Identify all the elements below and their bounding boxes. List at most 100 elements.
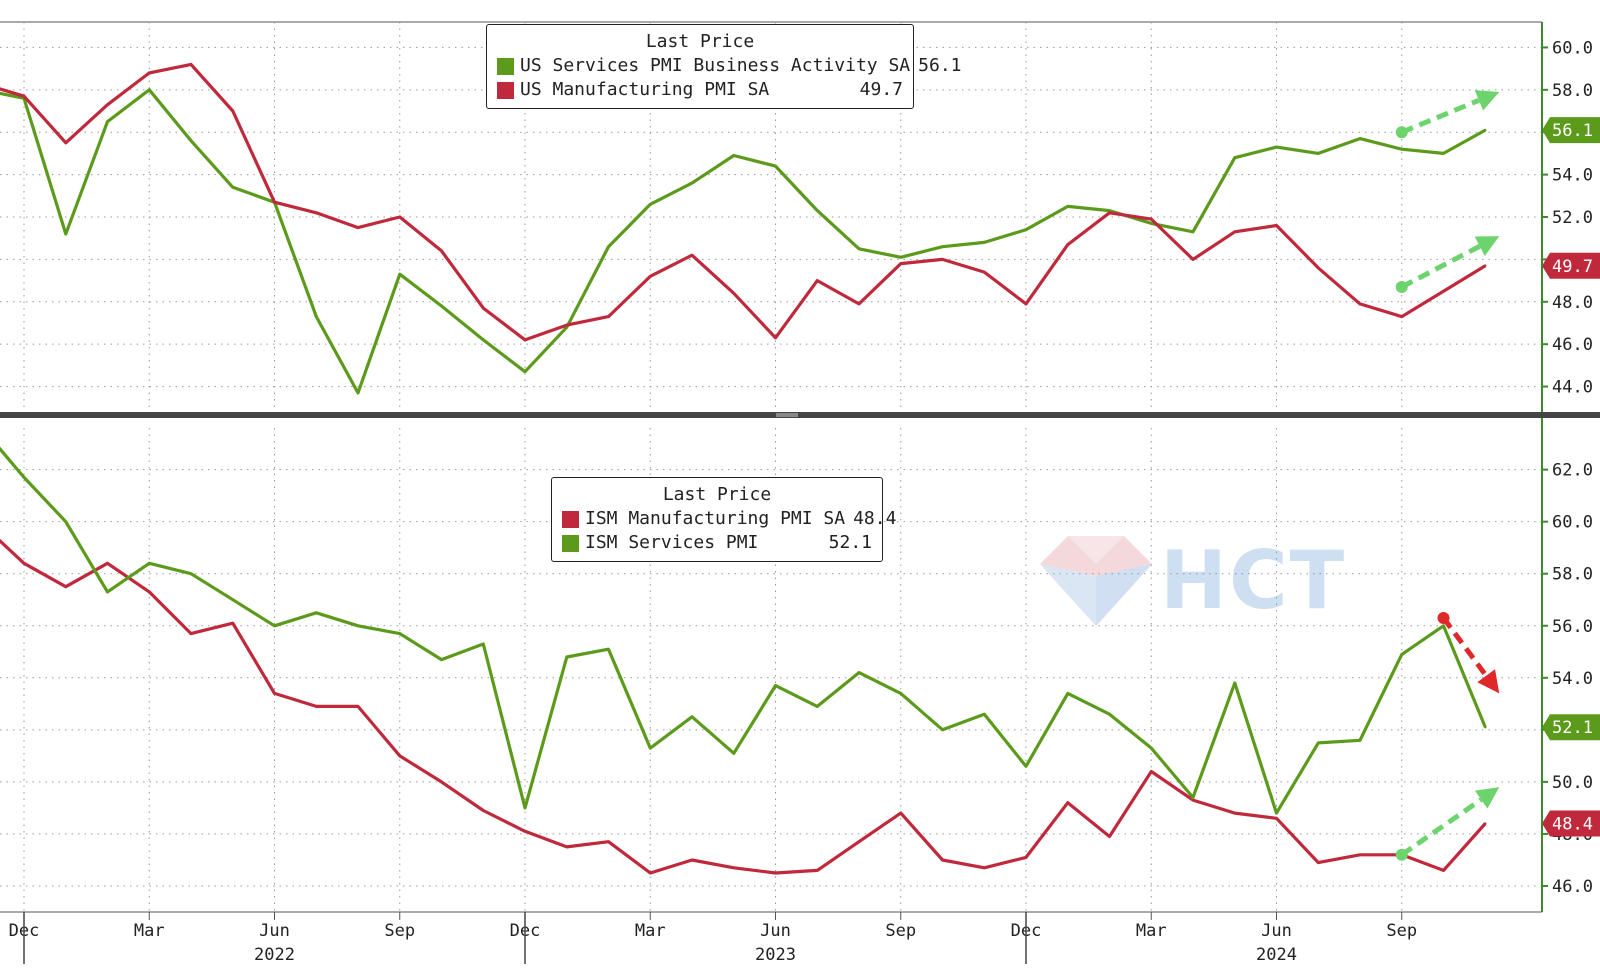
series-point [315,611,318,614]
series-point [106,590,109,594]
series-point [1400,147,1403,151]
series-point [440,658,443,661]
series-point [64,520,67,523]
legend-value: 49.7 [859,79,903,100]
series-point [106,120,109,123]
series-point [649,871,652,875]
series-point [231,109,234,113]
series-point [816,279,819,282]
series-point [398,754,401,758]
series-point [1108,713,1111,716]
series-point [1066,205,1069,208]
series-point [482,642,485,646]
series-point [106,103,109,106]
y-tick-label: 58.0 [1552,565,1593,585]
series-point [941,258,944,261]
series-point [983,270,986,274]
legend-label: ISM Manufacturing PMI SA [585,508,846,529]
series-point [690,858,694,862]
y-tick-label: 54.0 [1552,166,1593,186]
series-point [1108,209,1111,212]
x-year-label: 2023 [755,945,796,964]
series-point [482,338,485,342]
series-point [1400,653,1403,656]
annotation-arrow-head [1474,90,1500,111]
y-tick-label: 56.0 [1552,617,1593,637]
series-point [607,315,610,318]
series-point [273,200,276,204]
series-point [857,302,861,306]
series-point [899,256,902,259]
last-price-badge [1542,714,1600,741]
series-point [148,562,151,565]
series-point [1275,817,1278,820]
series-point [315,705,318,708]
series-point [1358,302,1362,306]
series-point [189,572,193,575]
series-point [1066,801,1069,804]
legend-value: 52.1 [828,532,872,553]
series-point [607,647,610,651]
y-tick-label: 58.0 [1552,81,1593,101]
series-point [189,139,193,142]
legend-swatch [562,510,579,528]
series-point [774,871,777,875]
series-point [774,336,777,340]
series-point [189,632,193,635]
x-tick-label: Mar [635,921,666,941]
legend-entry: US Manufacturing PMI SA 49.7 [497,78,903,102]
series-point [440,304,443,308]
series-point [1191,230,1195,234]
series-point [857,840,861,843]
series-point [1024,302,1028,306]
series-point [231,186,234,189]
series-point [774,164,777,168]
x-tick-label: Mar [1136,921,1167,941]
annotation-arrow-shaft [1400,797,1483,857]
legend-title: Last Price [662,484,772,505]
series-point [1317,266,1320,270]
series-point [22,562,26,565]
series-point [231,621,234,625]
series-point [64,585,67,588]
y-tick-label: 44.0 [1552,378,1593,398]
watermark-logo: HCT [1040,536,1344,626]
series-point [1024,765,1028,768]
series-point [315,315,318,318]
series-point [189,63,193,66]
series-point [148,88,151,92]
series-point [440,780,443,784]
annotation-arrow-head [1474,236,1500,257]
y-tick-label: 46.0 [1552,335,1593,355]
series-point [649,203,652,206]
series-point [1442,624,1445,627]
series-point [732,292,735,295]
series-point [941,858,944,862]
series-point [857,247,861,250]
series-point [1358,739,1362,742]
annotation-arrow-start [1437,611,1450,624]
legend-label: US Services PMI Business Activity SA [520,55,911,76]
series-point [732,866,735,869]
series-point [1484,128,1487,132]
divider-handle [776,413,798,417]
series-point [690,715,694,719]
series-point [356,624,360,627]
series-point [1150,746,1153,750]
watermark-text: HCT [1160,534,1347,627]
series-point [690,181,694,185]
annotation-arrow-shaft [1400,98,1480,135]
series-point [148,590,151,594]
series-point [523,338,527,342]
series-point [1442,869,1445,872]
series-point [273,692,276,695]
y-tick-label: 52.0 [1552,208,1593,228]
legend-swatch [497,81,514,99]
series-point [1275,224,1278,227]
series-point [565,845,568,849]
series-point [732,154,735,157]
series-point [22,94,26,98]
series-point [1442,289,1445,293]
series-point [690,253,694,257]
series-point [1358,137,1362,140]
